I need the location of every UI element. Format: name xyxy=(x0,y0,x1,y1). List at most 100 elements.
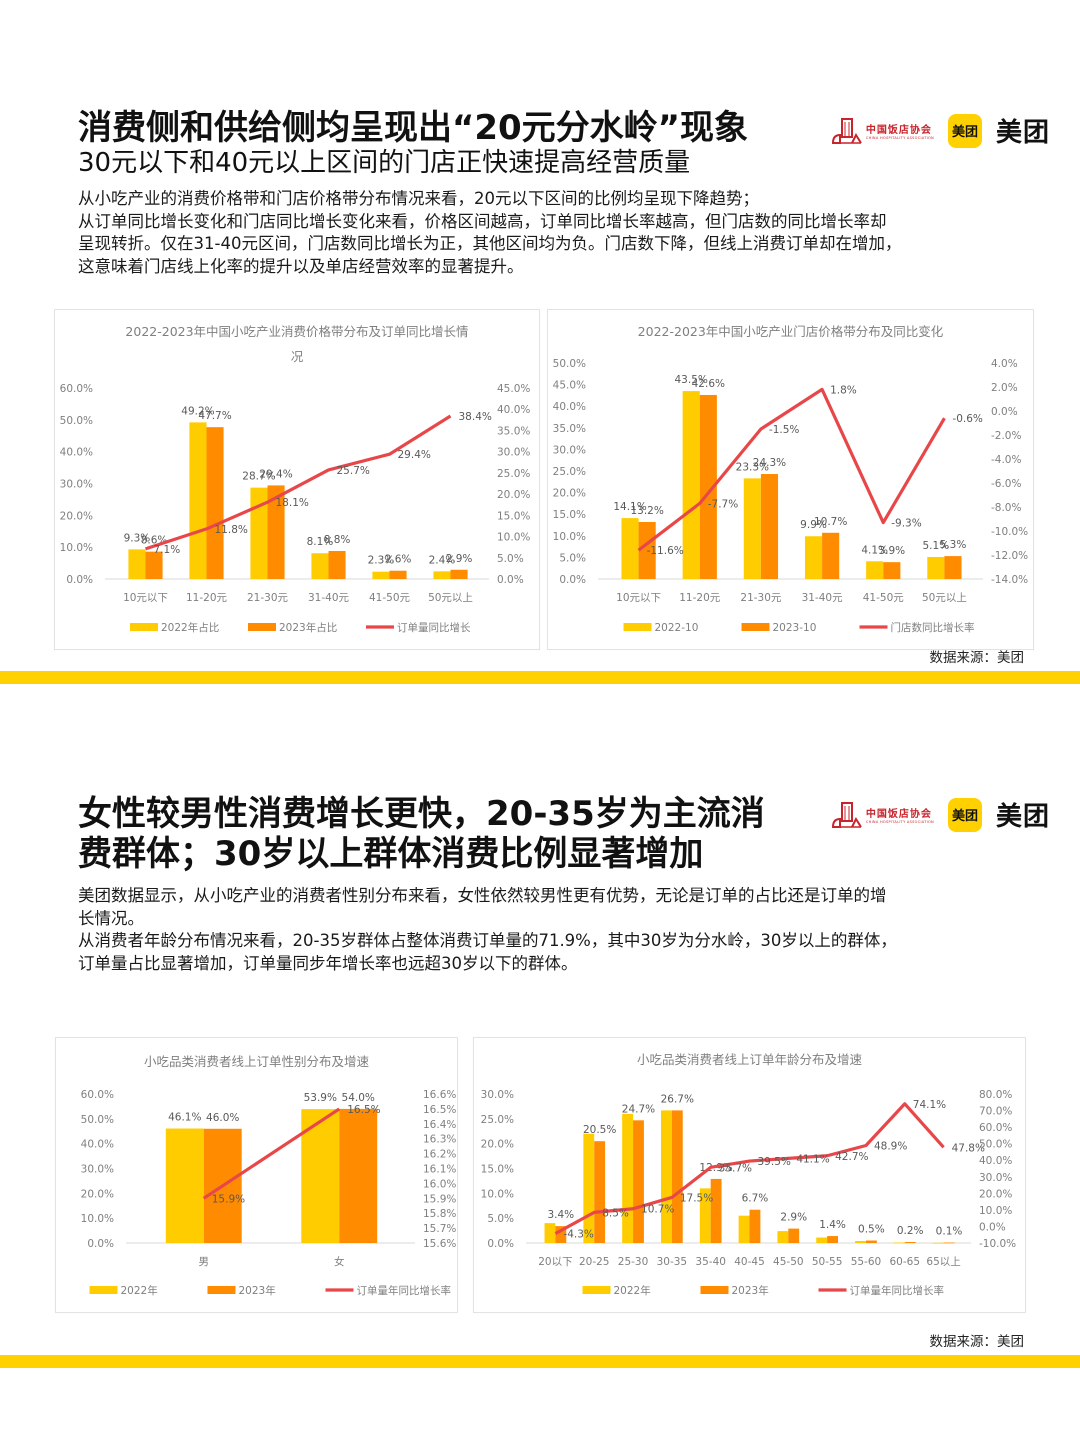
legend-bar-swatch xyxy=(623,623,652,631)
right-axis-tick: -2.0% xyxy=(991,430,1021,442)
category-label: 40-45 xyxy=(734,1256,765,1268)
bar-value-label: 53.9% xyxy=(304,1092,337,1104)
section1-subline: 30元以下和40元以上区间的门店正快速提高经营质量 xyxy=(78,148,691,178)
right-axis-tick: 4.0% xyxy=(991,358,1018,370)
growth-line xyxy=(554,1102,945,1235)
category-label: 25-30 xyxy=(618,1256,649,1268)
bar xyxy=(145,551,163,579)
right-axis-tick: -10.0% xyxy=(979,1238,1016,1250)
left-axis-tick: 20.0% xyxy=(481,1139,514,1151)
line-value-label: 74.1% xyxy=(913,1099,946,1111)
bar-value-label: 0.5% xyxy=(858,1224,885,1236)
bar xyxy=(777,1231,789,1243)
legend-label: 2023-10 xyxy=(773,622,817,634)
line-value-label: 18.1% xyxy=(276,497,309,509)
bar xyxy=(433,571,451,579)
cha-logo: 中国饭店协会 CHINA HOSPITALITY ASSOCIATION xyxy=(831,117,934,144)
bar xyxy=(671,1110,683,1243)
growth-line xyxy=(145,414,452,551)
right-axis-tick: 15.9% xyxy=(423,1193,456,1205)
bar-value-label: 5.1% xyxy=(923,540,950,552)
right-axis-tick: 20.0% xyxy=(979,1188,1012,1200)
paragraph-line: 这意味着门店线上化率的提升以及单店经营效率的显著提升。 xyxy=(78,256,524,276)
right-axis-tick: 35.0% xyxy=(497,425,530,437)
bar xyxy=(544,1223,556,1243)
right-axis-tick: 16.1% xyxy=(423,1164,456,1176)
right-axis-tick: 20.0% xyxy=(497,489,530,501)
bar xyxy=(932,1242,944,1244)
bar xyxy=(622,1113,634,1243)
legend-label: 订单量同比增长 xyxy=(397,621,471,634)
left-axis-tick: 45.0% xyxy=(553,380,586,392)
bar xyxy=(822,532,840,579)
paragraph-line: 呈现转折。仅在31-40元区间，门店数同比增长为正，其他区间均为负。门店数下降，… xyxy=(78,234,902,253)
meituan-wordmark: 美团 xyxy=(995,118,1050,148)
left-axis-tick: 5.0% xyxy=(559,552,586,564)
legend-label: 2022年占比 xyxy=(161,621,219,634)
bar-value-label: 14.1% xyxy=(613,501,646,513)
left-axis-tick: 20.0% xyxy=(81,1188,114,1200)
data-source-note: 数据来源：美团 xyxy=(929,650,1025,666)
category-label: 20-25 xyxy=(579,1256,610,1268)
bar-value-label: 46.1% xyxy=(168,1112,201,1124)
legend-label: 2023年占比 xyxy=(279,621,337,634)
section1-headline: 消费侧和供给侧均呈现出“20元分水岭”现象 xyxy=(78,108,749,148)
bar xyxy=(339,1108,378,1243)
category-label: 31-40元 xyxy=(802,592,844,604)
bar-value-label: 47.7% xyxy=(198,410,231,422)
left-axis-tick: 30.0% xyxy=(81,1164,114,1176)
left-axis-tick: 40.0% xyxy=(60,447,93,459)
growth-line xyxy=(202,1107,341,1200)
bar-value-label: 10.7% xyxy=(814,516,847,528)
bar xyxy=(165,1128,204,1243)
right-axis-tick: 5.0% xyxy=(497,553,524,565)
line-value-label: 7.1% xyxy=(154,544,181,556)
left-axis-tick: 15.0% xyxy=(553,509,586,521)
category-label: 31-40元 xyxy=(308,592,350,604)
right-axis-tick: -14.0% xyxy=(991,574,1028,586)
left-axis-tick: 0.0% xyxy=(66,574,93,586)
line-value-label: -11.6% xyxy=(647,545,684,557)
left-axis-tick: 50.0% xyxy=(60,415,93,427)
bar xyxy=(827,1236,839,1243)
category-label: 21-30元 xyxy=(247,592,289,604)
bar xyxy=(710,1178,722,1243)
left-axis-tick: 10.0% xyxy=(553,531,586,543)
line-value-label: -4.3% xyxy=(563,1229,593,1241)
line-value-label: 35.7% xyxy=(719,1162,752,1174)
line-value-label: 38.4% xyxy=(459,411,492,423)
bar xyxy=(682,391,700,579)
category-label: 10元以下 xyxy=(616,592,661,604)
left-axis-tick: 50.0% xyxy=(553,358,586,370)
paragraph-line: 从消费者年龄分布情况来看，20-35岁群体占整体消费订单量的71.9%，其中30… xyxy=(78,931,897,950)
section-demographics: 女性较男性消费增长更快，20-35岁为主流消 费群体；30岁以上群体消费比例显著… xyxy=(0,690,1080,1390)
bar xyxy=(206,427,224,579)
data-source-note: 数据来源：美团 xyxy=(929,1334,1025,1350)
category-label: 50-55 xyxy=(812,1256,843,1268)
bar xyxy=(555,1226,567,1243)
right-axis-tick: 50.0% xyxy=(979,1139,1012,1151)
section2-paragraph: 美团数据显示，从小吃产业的消费者性别分布来看，女性依然较男性更有优势，无论是订单… xyxy=(78,885,978,975)
left-axis-tick: 30.0% xyxy=(481,1089,514,1101)
legend-bar-swatch xyxy=(207,1286,236,1294)
right-axis-tick: 2.0% xyxy=(991,382,1018,394)
cha-logo: 中国饭店协会 CHINA HOSPITALITY ASSOCIATION xyxy=(831,801,934,828)
cha-building-icon xyxy=(831,801,862,828)
right-axis-tick: 15.8% xyxy=(423,1208,456,1220)
bar-value-label: 43.5% xyxy=(675,374,708,386)
line-value-label: 11.8% xyxy=(215,524,248,536)
category-label: 65以上 xyxy=(926,1256,960,1268)
cha-name-cn: 中国饭店协会 xyxy=(865,809,932,820)
logo-group: 中国饭店协会 CHINA HOSPITALITY ASSOCIATION 美团 … xyxy=(831,112,1050,149)
bar xyxy=(128,549,146,579)
left-axis-tick: 30.0% xyxy=(553,444,586,456)
legend-bar-swatch xyxy=(582,1286,611,1294)
right-axis-tick: 0.0% xyxy=(497,574,524,586)
bar xyxy=(621,518,639,579)
bar-value-label: 29.4% xyxy=(259,468,292,480)
bar-value-label: 0.2% xyxy=(897,1225,924,1237)
category-label: 50元以上 xyxy=(428,592,473,604)
category-label: 11-20元 xyxy=(186,592,228,604)
left-axis-tick: 40.0% xyxy=(553,401,586,413)
bar-value-label: 8.8% xyxy=(324,534,351,546)
